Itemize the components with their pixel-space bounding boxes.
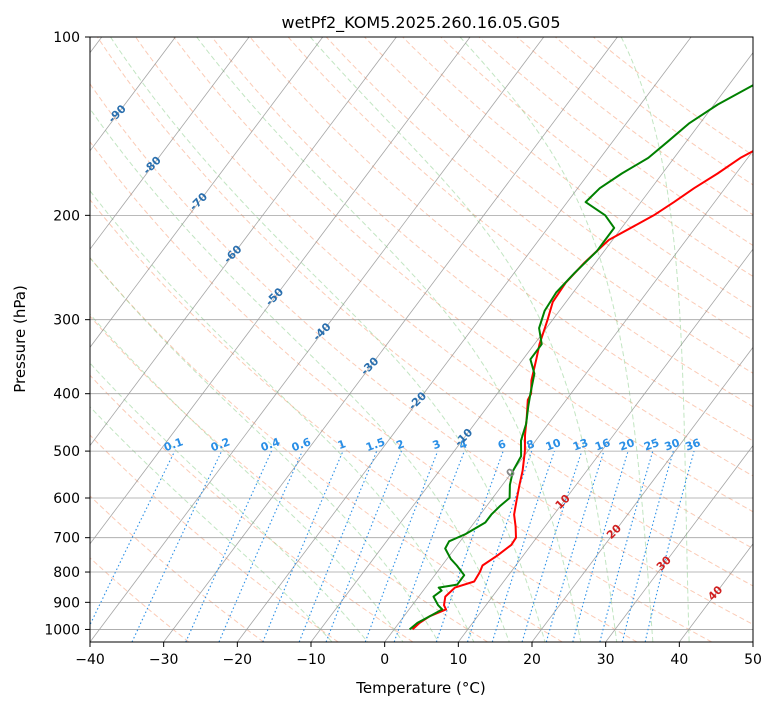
isotherm-line: [458, 248, 753, 642]
dry-adiabat-line: [478, 37, 753, 247]
dry-adiabat-line: [90, 374, 414, 642]
y-axis-label: Pressure (hPa): [11, 285, 29, 393]
mixing-ratio-label: 2: [394, 437, 406, 452]
mixing-ratio-line: [521, 450, 583, 642]
y-tick-label: 400: [53, 387, 80, 403]
x-tick-label: 0: [380, 652, 389, 668]
isotherm-line: [90, 37, 250, 250]
dry-adiabat-line: [593, 37, 753, 157]
mixing-ratio-line: [185, 450, 273, 642]
mixing-ratio-line: [393, 450, 465, 642]
mixing-ratio-line: [644, 450, 695, 642]
mixing-ratio-label: 16: [593, 436, 612, 454]
dry-adiabat-line: [135, 37, 753, 550]
mixing-ratio-line: [621, 450, 674, 642]
x-tick-label: 50: [744, 652, 762, 668]
dry-adiabat-line: [325, 37, 753, 374]
dry-adiabat-line: [90, 83, 753, 625]
isotherm-line: [384, 150, 753, 642]
plot-frame: [89, 36, 754, 643]
mixing-ratio-label: 10: [544, 436, 563, 454]
mixing-ratio-label: 0.1: [162, 435, 185, 454]
mixing-ratio-label: 30: [663, 436, 682, 454]
mixing-ratio-label: 0.4: [259, 435, 282, 454]
y-tick-label: 500: [53, 444, 80, 460]
x-tick-label: 20: [523, 652, 541, 668]
dry-adiabat-line: [516, 37, 753, 216]
chart-title: wetPf2_KOM5.2025.260.16.05.G05: [281, 13, 560, 33]
isotherm-line: [163, 37, 618, 642]
mixing-ratio-line: [435, 450, 504, 642]
mixing-ratio-label: 3: [431, 437, 443, 452]
moist-adiabat-line: [620, 37, 690, 642]
mixing-ratio-line: [572, 450, 629, 642]
mixing-ratio-label: 6: [496, 437, 508, 452]
mixing-ratio-label: 8: [525, 437, 537, 452]
moist-adiabat-line: [459, 37, 654, 642]
moist-adiabat-line: [90, 362, 368, 642]
isotherm-line: [531, 346, 753, 642]
dry-adiabat-line: [402, 37, 753, 309]
moist-adiabat-line: [90, 313, 404, 642]
dry-adiabat-line: [90, 198, 638, 642]
mixing-ratio-label: 1.5: [364, 435, 387, 454]
x-tick-label: −10: [296, 652, 326, 668]
mixing-ratio-line: [262, 450, 344, 642]
mixing-ratio-label: 13: [571, 436, 590, 453]
y-tick-label: 100: [53, 30, 80, 46]
mixing-ratio-label: 20: [618, 436, 637, 454]
y-tick-label: 800: [53, 565, 80, 581]
isotherm-line: [90, 37, 397, 447]
moist-adiabat-line: [196, 37, 582, 642]
dry-adiabat-line: [90, 495, 264, 642]
x-tick-label: −30: [149, 652, 179, 668]
moist-adiabat-line: [90, 406, 333, 642]
mixing-ratio-label: 0.6: [290, 435, 313, 454]
dry-adiabat-line: [287, 37, 753, 408]
moist-adiabat-line: [90, 256, 439, 642]
y-tick-label: 900: [53, 595, 80, 611]
x-tick-label: −20: [223, 652, 253, 668]
dewpoint-line: [408, 84, 753, 631]
x-tick-label: 40: [670, 652, 688, 668]
dry-adiabat-line: [249, 37, 753, 442]
y-tick-label: 1000: [44, 622, 80, 638]
mixing-ratio-line: [90, 450, 176, 627]
moist-adiabat-line: [309, 37, 618, 642]
isotherm-line: [310, 51, 753, 642]
mixing-ratio-label: 0.2: [209, 435, 232, 454]
mixing-ratio-label: 4: [457, 437, 469, 452]
x-axis-label: Temperature (°C): [355, 679, 485, 697]
isotherm-line: [90, 37, 324, 348]
isotherm-line: [237, 37, 692, 642]
y-tick-label: 600: [53, 491, 80, 507]
isotherm-line: [90, 37, 545, 642]
mixing-ratio-line: [491, 450, 555, 642]
moist-adiabat-line: [90, 190, 475, 642]
moist-adiabat-line: [90, 108, 510, 642]
isotherm-line: [90, 37, 471, 545]
moist-adiabat-line: [110, 37, 546, 642]
mixing-ratio-line: [131, 450, 223, 642]
mixing-ratio-label: 25: [642, 436, 661, 453]
y-tick-label: 700: [53, 531, 80, 547]
isotherm-line: [90, 37, 176, 152]
mixing-ratio-line: [545, 450, 605, 642]
y-tick-label: 200: [53, 208, 80, 224]
mixing-ratio-label: 36: [683, 436, 702, 454]
x-tick-label: −40: [75, 652, 105, 668]
x-tick-label: 10: [449, 652, 467, 668]
mixing-ratio-line: [466, 450, 533, 642]
mixing-ratio-label: 1: [336, 437, 348, 452]
dry-adiabat-line: [90, 257, 563, 642]
y-tick-label: 300: [53, 313, 80, 329]
x-tick-label: 30: [597, 652, 615, 668]
isotherm-line: [605, 444, 753, 642]
mixing-ratio-line: [599, 450, 654, 642]
